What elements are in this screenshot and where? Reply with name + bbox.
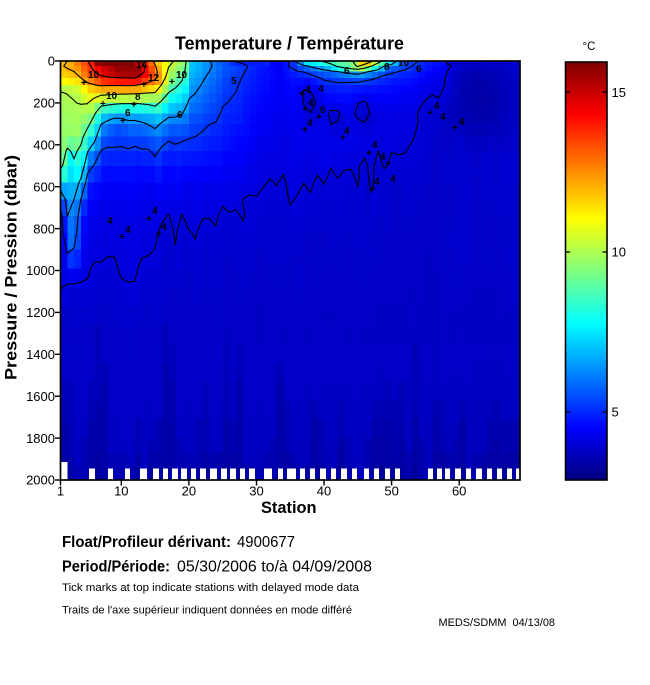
svg-text:+: +: [131, 100, 137, 111]
svg-text:20: 20: [182, 484, 196, 499]
svg-text:4: 4: [307, 118, 313, 129]
svg-text:+: +: [146, 214, 152, 225]
svg-text:+: +: [156, 229, 162, 240]
svg-text:+: +: [427, 108, 433, 119]
svg-text:+: +: [302, 104, 308, 115]
svg-text:14: 14: [136, 60, 148, 71]
svg-text:4: 4: [459, 117, 465, 128]
svg-text:200: 200: [33, 96, 55, 111]
svg-text:0: 0: [48, 54, 55, 69]
svg-text:10: 10: [398, 58, 410, 69]
svg-text:4: 4: [380, 152, 386, 163]
svg-text:5: 5: [612, 405, 619, 420]
svg-text:+: +: [316, 112, 322, 123]
svg-text:Pressure / Pression (dbar): Pressure / Pression (dbar): [3, 155, 21, 380]
svg-text:2000: 2000: [26, 473, 55, 488]
svg-text:4: 4: [390, 174, 396, 185]
svg-text:6: 6: [344, 66, 350, 77]
svg-text:10: 10: [176, 70, 188, 81]
svg-text:400: 400: [33, 138, 55, 153]
svg-text:6: 6: [416, 64, 422, 75]
svg-text:4: 4: [344, 126, 350, 137]
svg-text:+: +: [452, 123, 458, 134]
svg-text:1600: 1600: [26, 389, 55, 404]
svg-text:+: +: [385, 159, 391, 170]
svg-text:+: +: [370, 184, 376, 195]
svg-text:+: +: [119, 232, 125, 243]
svg-text:4: 4: [318, 84, 324, 95]
svg-text:10: 10: [88, 70, 100, 81]
svg-text:12: 12: [148, 73, 160, 84]
svg-text:°C: °C: [583, 41, 596, 53]
svg-text:1800: 1800: [26, 431, 55, 446]
svg-text:4: 4: [125, 225, 131, 236]
svg-text:+: +: [81, 78, 87, 89]
svg-text:MEDS/SDMM 04/13/08: MEDS/SDMM 04/13/08: [439, 617, 556, 629]
svg-text:4: 4: [305, 85, 311, 96]
svg-text:05/30/2006 to/à 04/09/2008: 05/30/2006 to/à 04/09/2008: [177, 559, 372, 576]
svg-text:+: +: [169, 77, 175, 88]
svg-text:+: +: [299, 89, 305, 100]
svg-text:Temperature / Température: Temperature / Température: [175, 33, 404, 54]
svg-text:+: +: [120, 116, 126, 127]
svg-text:5: 5: [231, 76, 237, 87]
svg-text:+: +: [366, 148, 372, 159]
svg-text:800: 800: [33, 221, 55, 236]
svg-text:4: 4: [374, 177, 380, 188]
svg-text:4: 4: [440, 112, 446, 123]
svg-text:6: 6: [177, 110, 183, 121]
svg-text:10: 10: [106, 91, 118, 102]
svg-text:Tick marks at top indicate sta: Tick marks at top indicate stations with…: [62, 582, 360, 594]
svg-text:30: 30: [249, 484, 263, 499]
svg-text:1200: 1200: [26, 305, 55, 320]
svg-text:1400: 1400: [26, 347, 55, 362]
svg-text:10: 10: [612, 245, 626, 260]
svg-text:10: 10: [114, 484, 128, 499]
svg-text:+: +: [340, 133, 346, 144]
svg-text:Traits de l'axe supérieur indi: Traits de l'axe supérieur indiquent donn…: [62, 605, 352, 617]
svg-text:Float/Profileur dérivant:: Float/Profileur dérivant:: [62, 534, 231, 551]
svg-text:1000: 1000: [26, 263, 55, 278]
svg-text:6: 6: [320, 105, 326, 116]
svg-text:4: 4: [107, 216, 113, 227]
svg-text:Station: Station: [261, 499, 317, 517]
svg-text:+: +: [100, 99, 106, 110]
svg-text:8: 8: [384, 62, 390, 73]
svg-text:4900677: 4900677: [237, 534, 295, 551]
svg-text:Period/Période:: Period/Période:: [62, 559, 170, 576]
svg-text:6: 6: [125, 108, 131, 119]
svg-text:+: +: [141, 80, 147, 91]
svg-text:4: 4: [434, 101, 440, 112]
svg-text:4: 4: [372, 140, 378, 151]
svg-text:60: 60: [452, 484, 466, 499]
svg-text:4: 4: [152, 206, 158, 217]
svg-text:15: 15: [612, 85, 626, 100]
svg-text:8: 8: [135, 92, 141, 103]
svg-text:50: 50: [384, 484, 398, 499]
svg-text:1: 1: [57, 484, 64, 499]
svg-text:4: 4: [308, 98, 314, 109]
svg-text:+: +: [302, 125, 308, 136]
svg-text:4: 4: [161, 222, 167, 233]
svg-text:600: 600: [33, 179, 55, 194]
svg-text:40: 40: [317, 484, 331, 499]
